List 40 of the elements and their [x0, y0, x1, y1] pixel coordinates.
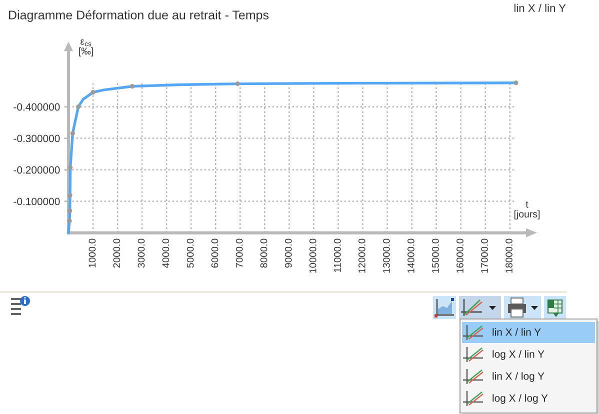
point [76, 104, 81, 110]
x-tick-label: 10000.0 [309, 238, 316, 273]
text: lin X / lin Y [514, 4, 566, 12]
x-tick-label: 15000.0 [432, 238, 439, 273]
x-tick-label: 16000.0 [456, 238, 464, 273]
text: lin X / log Y [492, 372, 544, 382]
text: lin X / lin Y [492, 328, 541, 336]
x-tick-label: 8000.0 [260, 238, 268, 268]
x-tick-label: 5000.0 [186, 238, 194, 268]
x-tick-label: 7000.0 [236, 238, 243, 268]
x-tick-label: 9000.0 [284, 238, 292, 268]
x-tick-label: 11000.0 [334, 238, 341, 272]
y-tick-label: -0.400000 [14, 103, 60, 111]
x-tick-label: 2000.0 [113, 238, 120, 268]
x-tick-label: 6000.0 [211, 238, 218, 268]
y-tick-label: -0.100000 [14, 198, 60, 206]
y-tick-label: -0.300000 [14, 134, 60, 142]
y-axis-title: ε$_{cs}$ [‰] [79, 39, 93, 56]
text: log X / log Y [492, 394, 548, 404]
point [70, 130, 75, 136]
x-tick-label: 4000.0 [162, 238, 170, 268]
point [68, 165, 73, 170]
point [514, 80, 518, 86]
x-axis-title: t [jours] [514, 201, 540, 220]
x-tick-label: 3000.0 [138, 238, 145, 268]
x-tick-label: 12000.0 [358, 238, 366, 273]
x-tick-label: 17000.0 [481, 238, 488, 273]
x-tick-label: 18000.0 [506, 238, 512, 273]
x-tick-label: 13000.0 [382, 238, 390, 273]
text: log X / lin Y [492, 350, 544, 360]
point [67, 218, 72, 224]
point [68, 193, 72, 198]
point [68, 208, 72, 214]
point [130, 84, 135, 89]
x-tick-label: 1000.0 [88, 238, 96, 268]
x-tick-label: 14000.0 [407, 238, 414, 273]
point [90, 90, 96, 95]
point [235, 82, 240, 86]
chart-title: Diagramme Déformation due au retrait - Temps [9, 10, 269, 22]
y-tick-label: -0.200000 [14, 166, 60, 174]
